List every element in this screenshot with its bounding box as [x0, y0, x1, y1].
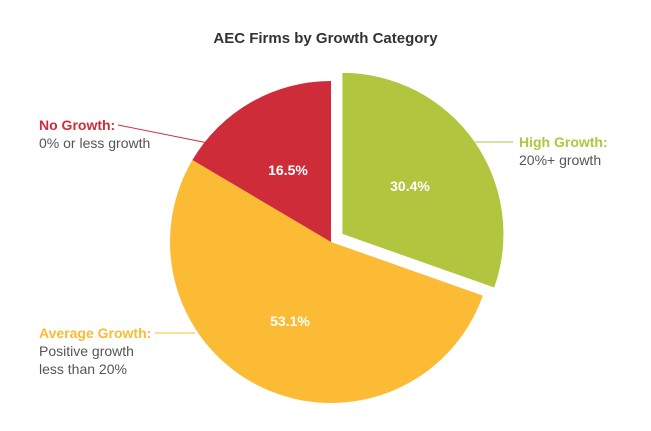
slice-label-none: 16.5%	[268, 162, 308, 178]
pie-slices	[169, 72, 504, 404]
callout-high-growth: High Growth: 20%+ growth	[519, 133, 608, 169]
callout-no-growth-desc: 0% or less growth	[39, 135, 151, 151]
callout-high-growth-title: High Growth:	[519, 134, 608, 150]
callout-average-growth-desc-line2: less than 20%	[39, 361, 127, 377]
callout-no-growth: No Growth: 0% or less growth	[39, 116, 150, 152]
leader-lines	[117, 124, 513, 334]
pie-slice-average	[169, 160, 483, 404]
callout-high-growth-desc: 20%+ growth	[519, 152, 602, 168]
slice-labels: 30.4% 53.1% 16.5%	[268, 162, 430, 329]
callout-average-growth: Average Growth: Positive growth less tha…	[39, 324, 151, 378]
pie-slice-none	[192, 81, 331, 242]
callout-no-growth-title: No Growth:	[39, 117, 116, 133]
pie-slice-high	[342, 72, 504, 288]
chart-title: AEC Firms by Growth Category	[213, 30, 438, 47]
slice-label-high: 30.4%	[390, 178, 430, 194]
leader-line-no-growth	[117, 124, 209, 144]
callout-average-growth-desc-line1: Positive growth	[39, 343, 134, 359]
slice-label-average: 53.1%	[270, 313, 310, 329]
callout-average-growth-title: Average Growth:	[39, 325, 152, 341]
